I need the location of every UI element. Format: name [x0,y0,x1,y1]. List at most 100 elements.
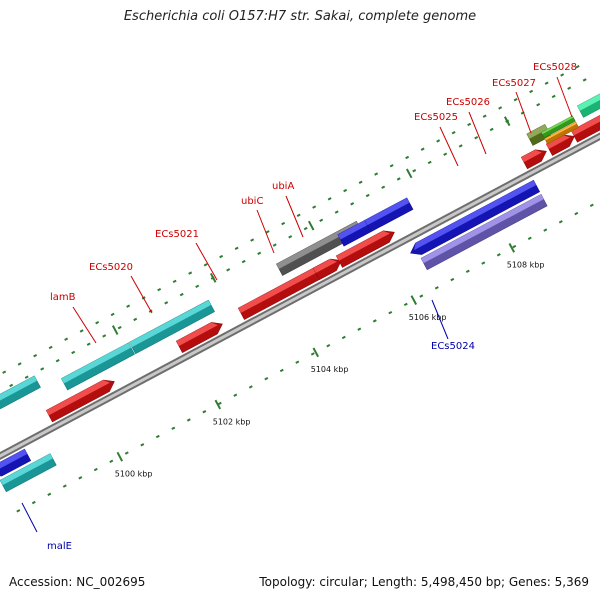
feature-highlight [571,115,600,136]
minor-tick [111,325,119,335]
feature-highlight [129,300,212,348]
guide-dot [388,310,393,315]
label-leader-ECs5027 [515,91,532,134]
minor-tick [209,272,217,283]
gene-label-lamB[interactable]: lamB [50,292,76,303]
genome-title: Escherichia coli O157:H7 str. Sakai, com… [123,9,477,24]
feature-body [45,379,115,423]
label-leader-ubiC [256,209,275,254]
guide-dot [543,228,548,232]
gene-label-ubiA[interactable]: ubiA [272,181,294,192]
feature-highlight [541,115,574,135]
guide-dot [560,73,565,77]
guide-dot [365,193,370,198]
guide-dot [405,155,410,160]
guide-dot [117,325,122,330]
feature-lamB-1[interactable] [61,342,135,391]
guide-dot [234,246,239,251]
label-leader-ECs5024 [431,299,449,340]
tick-mark [312,347,320,358]
gene-label-ECs5027[interactable]: ECs5027 [492,78,536,89]
feature-ECs5026-a[interactable] [541,115,576,139]
guide-dot [195,284,200,289]
gene-label-ECs5026[interactable]: ECs5026 [446,97,490,108]
label-leader-ubiA [285,195,304,238]
label-leader-ECs5020 [130,275,153,314]
feature-cds-fwd-4[interactable] [335,230,395,268]
guide-dot [574,211,579,216]
guide-dot [527,236,532,240]
gene-label-ECs5028[interactable]: ECs5028 [533,62,577,73]
gene-label-malE[interactable]: malE [47,541,72,552]
gene-label-ECs5021[interactable]: ECs5021 [155,229,199,240]
minor-tick [503,116,511,127]
guide-dot [403,302,408,307]
guide-dot [109,459,114,463]
guide-dot [217,401,222,406]
feature-ubiA[interactable] [364,197,414,233]
label-leader-ECs5021 [195,242,218,281]
feature-highlight [364,197,410,226]
guide-dot [489,127,494,132]
guide-dot [186,418,191,422]
guide-dot [343,188,348,193]
guide-dot [467,122,472,127]
feature-cds-fwd-1[interactable] [175,322,223,353]
tick-label: 5100 kbp [115,470,153,479]
guide-dot [71,350,76,355]
guide-dot [172,279,177,284]
label-leader-lamB [72,306,97,344]
guide-dot [443,152,448,156]
guide-dot [310,352,315,356]
feature-cds-fwd-3[interactable] [312,258,342,280]
minor-tick [405,168,413,179]
guide-dot [86,342,91,346]
feature-cds-fwd-7[interactable] [570,95,600,143]
guide-dot [64,337,69,341]
guide-dot [420,147,425,151]
guide-dot [513,98,518,102]
feature-cds-fwd-5[interactable] [520,149,547,170]
guide-dot [451,131,456,135]
feature-malE-rev2[interactable] [0,453,57,493]
guide-dot [412,169,417,173]
guide-dot [389,164,394,168]
guide-dot [567,86,572,90]
feature-cds-fwd-0[interactable] [45,379,115,423]
feature-cds-fwd-6[interactable] [545,134,575,156]
feature-ECs5027[interactable] [576,68,600,118]
feature-body [175,322,223,353]
guide-dot [24,375,29,379]
guide-dot [157,287,162,292]
guide-dot [241,259,246,264]
guide-dot [374,172,379,176]
guide-dot [272,243,277,247]
tick-mark [116,451,124,462]
gene-label-ECs5024[interactable]: ECs5024 [431,341,475,352]
feature-malE-box[interactable] [0,375,41,410]
gene-label-ECs5020[interactable]: ECs5020 [89,262,133,273]
guide-dot [79,329,84,333]
feature-highlight [521,149,542,163]
guide-dot [226,268,231,272]
feature-highlight [61,342,132,384]
feature-ECs5026-b[interactable] [544,121,579,145]
label-leader-ECs5025 [439,126,459,167]
feature-lamB-2[interactable] [129,299,215,355]
guide-dot [250,238,255,242]
guide-dot [78,476,83,480]
guide-dot [16,509,21,513]
gene-label-ECs5025[interactable]: ECs5025 [414,112,458,123]
label-leader-ECs5026 [468,111,487,155]
feature-malE-rev[interactable] [0,448,32,477]
guide-dot [48,345,53,350]
label-leader-ECs5028 [556,76,573,118]
feature-rev-blue[interactable] [410,179,541,255]
guide-dot [140,443,145,447]
gene-label-ubiC[interactable]: ubiC [241,196,263,207]
guide-dot [536,102,541,107]
feature-ECs5024[interactable] [420,193,548,271]
guide-dot [233,393,238,397]
guide-dot [372,319,377,323]
